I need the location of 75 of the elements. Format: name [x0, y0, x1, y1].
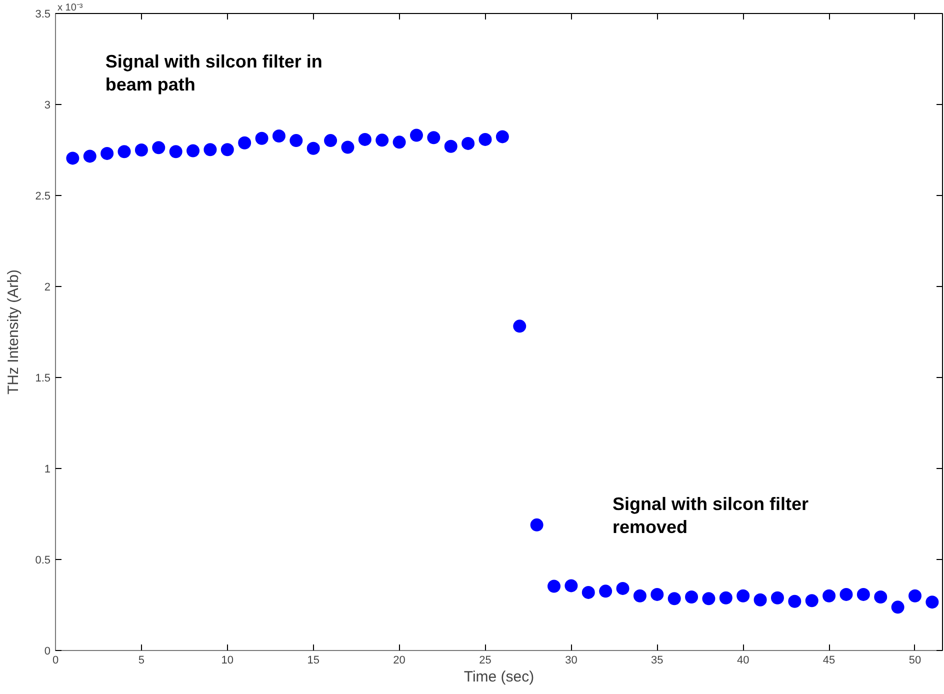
point — [564, 579, 578, 592]
point — [410, 128, 423, 142]
point — [134, 144, 148, 156]
annotation: x 10⁻³ — [58, 2, 84, 14]
point — [238, 136, 252, 150]
point — [204, 143, 217, 156]
point — [805, 594, 818, 608]
point — [822, 589, 836, 602]
x-tick-label: 0 — [52, 654, 59, 666]
point — [496, 130, 509, 144]
point — [186, 144, 200, 158]
point — [462, 136, 475, 150]
point — [392, 136, 406, 149]
point — [582, 586, 595, 599]
point — [754, 593, 767, 606]
point — [616, 582, 630, 595]
point — [169, 145, 182, 158]
point — [324, 134, 338, 148]
annotation: Signal with silcon filter in beam path — [105, 52, 322, 95]
point — [66, 152, 80, 165]
point — [341, 140, 354, 154]
point — [358, 132, 372, 146]
point — [650, 588, 664, 601]
y-tick-label: 3 — [44, 100, 51, 112]
point — [513, 320, 526, 333]
point — [306, 142, 320, 155]
x-tick-label: 45 — [822, 654, 836, 666]
x-tick-label: 30 — [565, 654, 578, 666]
point — [685, 590, 698, 604]
point — [548, 580, 561, 593]
point — [220, 143, 234, 156]
point — [719, 591, 732, 604]
point — [599, 584, 612, 598]
y-tick-label: 0 — [44, 646, 51, 658]
point — [702, 592, 716, 606]
point — [926, 596, 939, 609]
point — [770, 591, 784, 604]
point — [152, 141, 166, 154]
x-tick-label: 40 — [736, 654, 750, 666]
point — [444, 140, 458, 153]
y-tick-label: 2.5 — [35, 190, 51, 202]
x-tick-label: 25 — [479, 654, 492, 666]
point — [788, 594, 802, 608]
point — [891, 600, 904, 614]
x-tick-label: 20 — [393, 654, 406, 666]
point — [272, 130, 286, 142]
y-tick-label: 3.5 — [35, 8, 51, 20]
x-tick-label: 10 — [221, 654, 234, 666]
x-axis-title: Time (sec) — [464, 668, 534, 686]
y-tick-label: 1 — [44, 464, 51, 476]
annotation: Signal with silcon filter removed — [612, 494, 808, 537]
point — [427, 131, 440, 144]
x-tick-label: 35 — [651, 654, 664, 666]
point — [83, 150, 96, 163]
point — [856, 588, 870, 601]
point — [668, 592, 681, 606]
point — [530, 518, 544, 532]
x-tick-label: 50 — [908, 654, 922, 666]
y-tick-label: 1.5 — [35, 372, 51, 384]
point — [908, 589, 922, 602]
x-tick-label: 15 — [307, 654, 320, 666]
point — [290, 134, 303, 148]
y-axis-title: THz Intensity (Arb) — [5, 269, 22, 395]
y-tick-label: 0.5 — [35, 554, 51, 566]
point — [840, 588, 853, 601]
point — [633, 589, 646, 602]
point — [478, 132, 492, 146]
point — [376, 134, 389, 147]
x-tick-label: 5 — [138, 654, 145, 666]
point — [255, 132, 268, 145]
point — [874, 590, 888, 604]
y-tick-label: 2 — [44, 282, 51, 294]
point — [736, 589, 750, 602]
point — [100, 146, 114, 160]
point — [118, 145, 131, 158]
